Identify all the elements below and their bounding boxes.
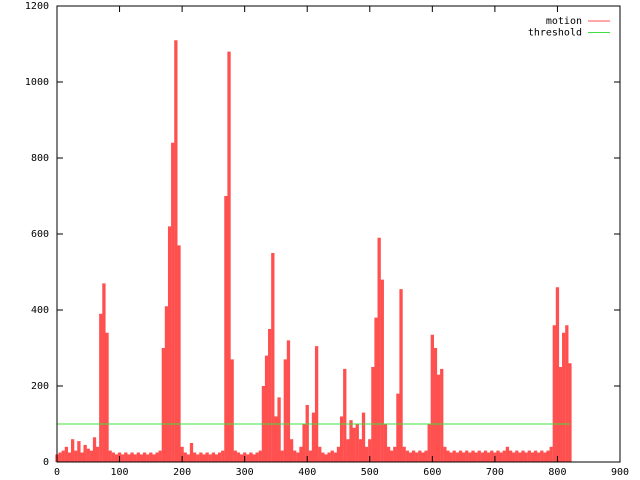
x-tick-label: 100 <box>111 467 129 478</box>
x-tick-label: 600 <box>423 467 441 478</box>
plot-frame <box>56 5 621 463</box>
y-tick-label: 1000 <box>25 77 49 88</box>
y-tick-label: 800 <box>31 153 49 164</box>
y-tick-label: 1200 <box>25 1 49 12</box>
x-tick-label: 300 <box>236 467 254 478</box>
x-tick-label: 900 <box>611 467 629 478</box>
x-tick-label: 800 <box>548 467 566 478</box>
x-tick-label: 500 <box>361 467 379 478</box>
x-tick-label: 700 <box>486 467 504 478</box>
legend-label: threshold <box>528 28 582 39</box>
x-tick-label: 200 <box>173 467 191 478</box>
y-tick-label: 600 <box>31 229 49 240</box>
y-tick-label: 200 <box>31 381 49 392</box>
legend-label: motion <box>546 16 582 27</box>
x-tick-label: 0 <box>54 467 60 478</box>
y-tick-label: 0 <box>43 457 49 468</box>
x-tick-label: 400 <box>298 467 316 478</box>
y-tick-label: 400 <box>31 305 49 316</box>
